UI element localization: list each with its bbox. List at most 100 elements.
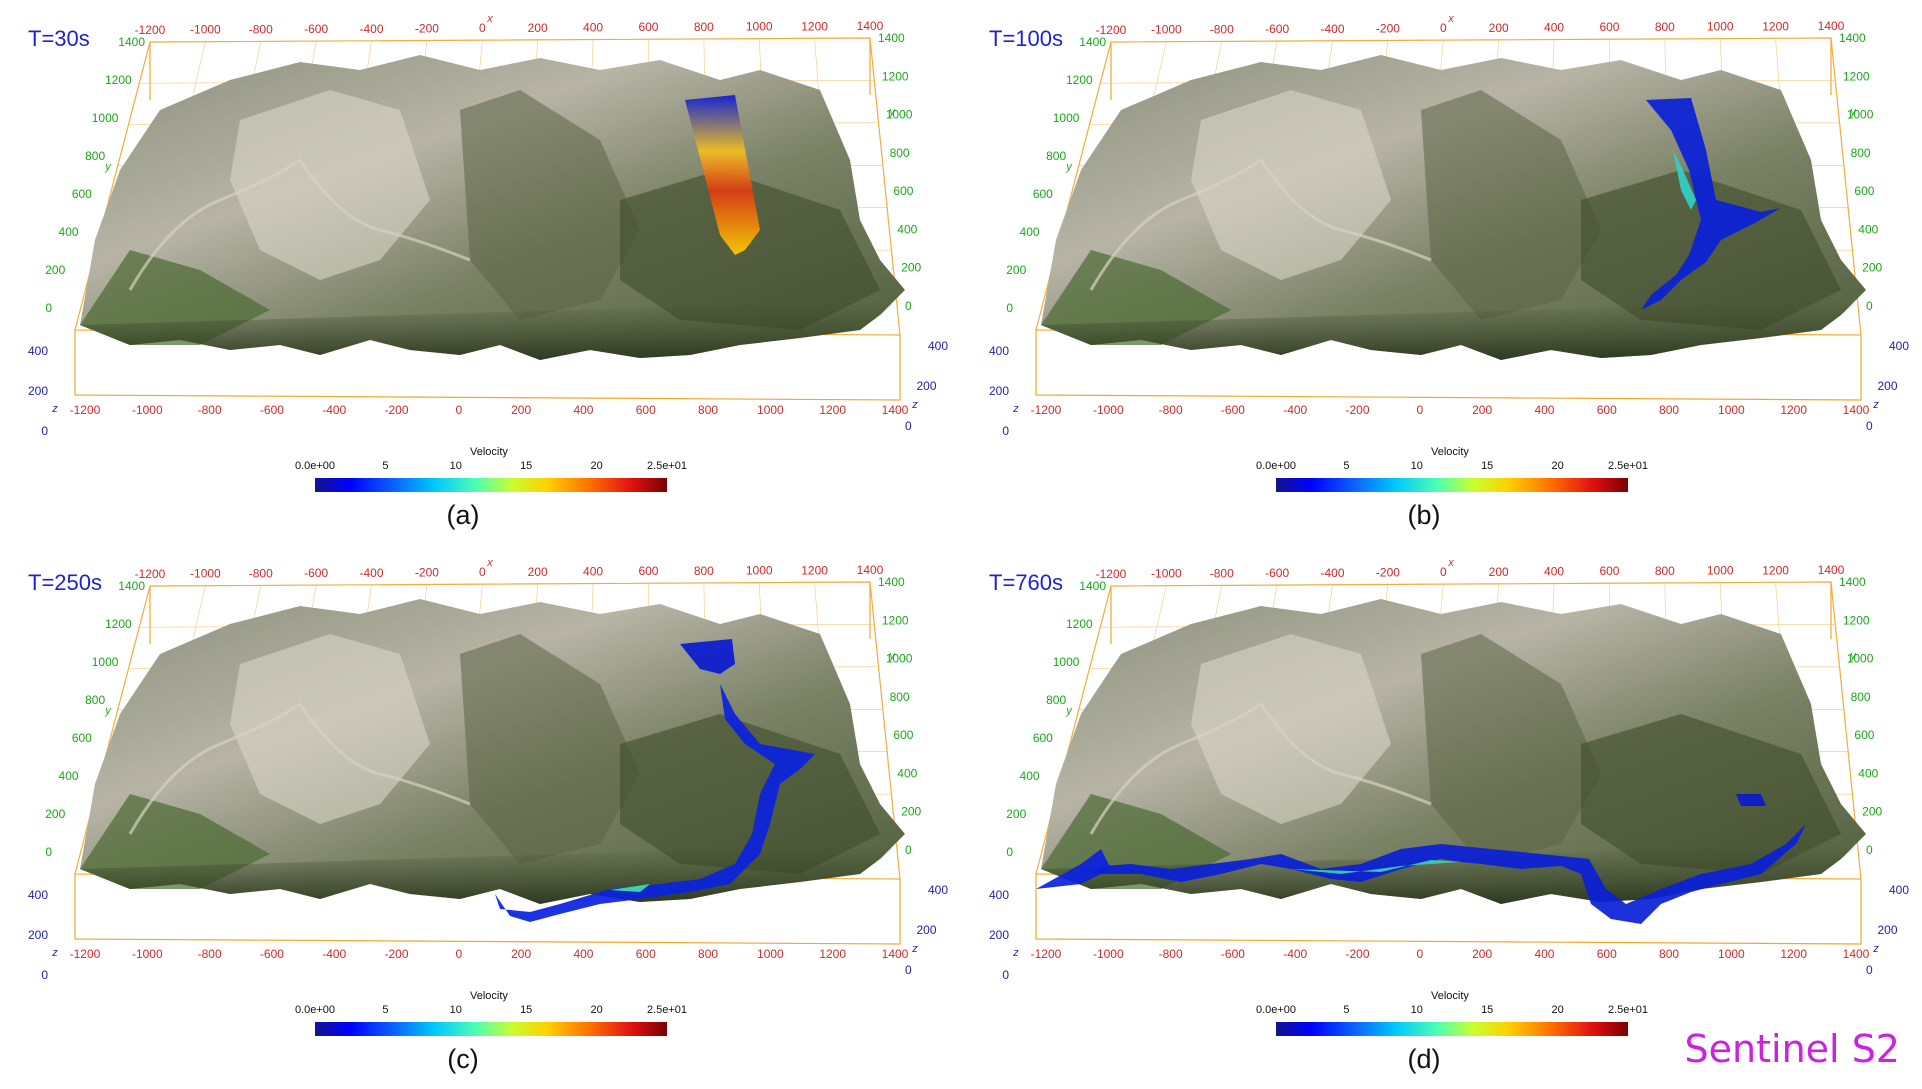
z-tick-right: 200 xyxy=(917,923,937,937)
x-tick-bottom: -1000 xyxy=(1093,947,1124,961)
terrain-scene: -1200 -1000 -800 -600 -400 -200 0 200 400 600 800 1… xyxy=(989,13,1909,438)
x-tick-top: 0 xyxy=(1440,565,1447,579)
x-tick-top: 1200 xyxy=(801,19,828,33)
y-ticks-right: 1400 1200 1000 800 600 400 200 0 xyxy=(878,31,921,313)
x-tick-bottom: 0 xyxy=(1417,947,1424,961)
x-tick-top: -200 xyxy=(415,565,439,579)
flow-region xyxy=(1036,849,1111,889)
x-tick-top: 1400 xyxy=(1818,563,1845,577)
y-tick-right: 1200 xyxy=(882,613,909,627)
z-axis-title-right: z xyxy=(911,943,918,955)
colorbar-tick: 10 xyxy=(1410,460,1423,472)
x-tick-bottom: -600 xyxy=(260,947,284,961)
axis-titles: x y y z z xyxy=(1012,13,1879,415)
x-tick-top: -1200 xyxy=(1096,567,1127,581)
x-tick-bottom: 400 xyxy=(573,403,593,417)
z-tick-right: 0 xyxy=(905,963,912,977)
y-tick-right: 800 xyxy=(890,146,910,160)
terrain-valley xyxy=(620,170,880,330)
colorbar-title: Velocity xyxy=(470,446,508,458)
y-tick-left: 1400 xyxy=(1079,35,1106,49)
y-tick-right: 600 xyxy=(893,184,913,198)
x-tick-bottom: 1400 xyxy=(882,947,909,961)
y-tick-left: 600 xyxy=(72,187,92,201)
y-tick-left: 200 xyxy=(1006,263,1026,277)
y-tick-left: 1400 xyxy=(118,579,145,593)
x-tick-top: -600 xyxy=(304,22,328,36)
y-tick-left: 800 xyxy=(85,149,105,163)
y-axis-title-right: y xyxy=(1849,650,1857,662)
y-tick-right: 600 xyxy=(1854,728,1874,742)
x-tick-bottom: -400 xyxy=(1283,947,1307,961)
y-tick-right: 1000 xyxy=(1847,108,1874,122)
x-tick-top: 0 xyxy=(479,21,486,35)
z-tick-left: 0 xyxy=(1002,968,1009,982)
colorbar-tick: 0.0e+00 xyxy=(294,1004,336,1016)
y-tick-right: 1400 xyxy=(878,31,905,45)
colorbar-tick: 20 xyxy=(1551,460,1564,472)
terrain-scene: -1200 -1000 -800 -600 -400 -200 0 200 400 600 800 1… xyxy=(28,557,948,982)
y-tick-right: 1200 xyxy=(882,69,909,83)
z-tick-right: 200 xyxy=(1878,923,1898,937)
x-tick-top: 600 xyxy=(638,20,658,34)
y-tick-right: 0 xyxy=(1866,843,1873,857)
terrain-shadow xyxy=(80,300,900,360)
y-tick-right: 800 xyxy=(890,690,910,704)
colorbar-ticks: 0.0e+00 5 10 15 20 2.5e+01 xyxy=(295,1004,687,1020)
y-tick-right: 600 xyxy=(1854,184,1874,198)
y-tick-left: 400 xyxy=(1020,769,1040,783)
x-tick-bottom: 1000 xyxy=(1718,947,1745,961)
debris-flow xyxy=(495,639,815,922)
colorbar-tick: 20 xyxy=(590,460,603,472)
terrain-ridge-dark xyxy=(460,90,640,320)
x-tick-bottom: 400 xyxy=(1534,947,1554,961)
x-tick-bottom: -600 xyxy=(260,403,284,417)
x-tick-top: 1000 xyxy=(746,20,773,34)
terrain-ridge-dark xyxy=(1421,90,1601,320)
y-ticks-right: 1400 1200 1000 800 600 400 200 0 xyxy=(878,575,921,857)
flow-region xyxy=(1736,794,1766,806)
colorbar-tick: 15 xyxy=(1481,460,1494,472)
y-tick-left: 1000 xyxy=(1053,655,1080,669)
grid-line-x xyxy=(1035,585,1112,875)
panel-caption: (c) xyxy=(447,1044,479,1074)
colorbar-tick: 2.5e+01 xyxy=(1607,1004,1649,1016)
z-tick-left: 400 xyxy=(28,344,48,358)
flow-region xyxy=(680,639,735,674)
y-tick-right: 0 xyxy=(905,299,912,313)
x-tick-top: 600 xyxy=(1599,564,1619,578)
x-tick-bottom: 600 xyxy=(636,947,656,961)
flow-region xyxy=(610,884,650,892)
x-tick-bottom: -1000 xyxy=(132,947,163,961)
colorbar-title: Velocity xyxy=(470,990,508,1002)
x-tick-bottom: -1200 xyxy=(70,403,101,417)
y-ticks-right: 1400 1200 1000 800 600 400 200 0 xyxy=(1839,31,1882,313)
x-tick-top: 0 xyxy=(479,565,486,579)
x-ticks-top: -1200 -1000 -800 -600 -400 -200 0 200 400 600 800 1… xyxy=(135,563,884,581)
terrain-ridge-dark xyxy=(1421,634,1601,864)
grid-line-x xyxy=(74,585,151,875)
panel-a: -1200 -1000 -800 -600 -400 -200 0 200 400 600 800 1… xyxy=(0,0,961,544)
x-tick-bottom: 600 xyxy=(1597,403,1617,417)
x-axis-title: x xyxy=(486,557,493,569)
y-tick-right: 200 xyxy=(1862,261,1882,275)
x-tick-bottom: -1000 xyxy=(132,403,163,417)
colorbar-title: Velocity xyxy=(1431,446,1469,458)
x-tick-bottom: -1200 xyxy=(1031,403,1062,417)
x-tick-bottom: 600 xyxy=(1597,947,1617,961)
y-tick-right: 200 xyxy=(901,805,921,819)
colorbar-tick: 10 xyxy=(449,460,462,472)
y-tick-left: 600 xyxy=(72,731,92,745)
y-tick-left: 800 xyxy=(1046,693,1066,707)
y-tick-left: 200 xyxy=(1006,807,1026,821)
x-tick-bottom: -1200 xyxy=(1031,947,1062,961)
z-axis-title-right: z xyxy=(1872,943,1879,955)
z-tick-right: 0 xyxy=(905,419,912,433)
x-tick-top: 800 xyxy=(1655,564,1675,578)
x-tick-top: 1000 xyxy=(1707,20,1734,34)
grid-line-y xyxy=(1110,37,1832,43)
terrain-shadow xyxy=(1041,300,1861,360)
colorbar-tick: 15 xyxy=(520,1004,533,1016)
y-tick-right: 0 xyxy=(905,843,912,857)
z-axis-title-right: z xyxy=(911,399,918,411)
